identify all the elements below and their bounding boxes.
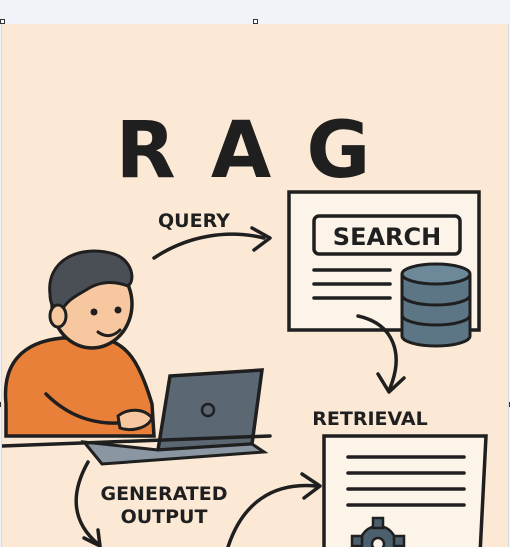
gear-icon [350,516,406,547]
rag-illustration[interactable]: R A G QUERY SEARCH [1,24,509,547]
retrieval-label: RETRIEVAL [312,408,427,430]
generated-output-label-line1: GENERATED [100,483,227,505]
laptop-icon [80,368,269,466]
generated-output-label-line2: OUTPUT [121,506,208,528]
database-icon [400,262,472,348]
rag-illustration-svg: R A G QUERY SEARCH [2,106,488,547]
resize-handle-top-center[interactable] [253,19,258,24]
search-label: SEARCH [333,223,441,251]
search-result-lines [312,268,392,300]
search-box [312,214,462,256]
desk-line [2,434,272,448]
resize-handle-top-left[interactable] [0,19,5,24]
title-text: R A G [116,106,375,196]
document-icon [322,434,488,547]
generated-arrow [74,460,102,547]
retrieval-arrow [356,314,406,394]
search-panel: SEARCH [287,190,481,348]
person-icon [3,249,156,438]
query-label: QUERY [158,210,230,232]
query-arrow [152,226,272,260]
output-arrow [226,472,322,547]
